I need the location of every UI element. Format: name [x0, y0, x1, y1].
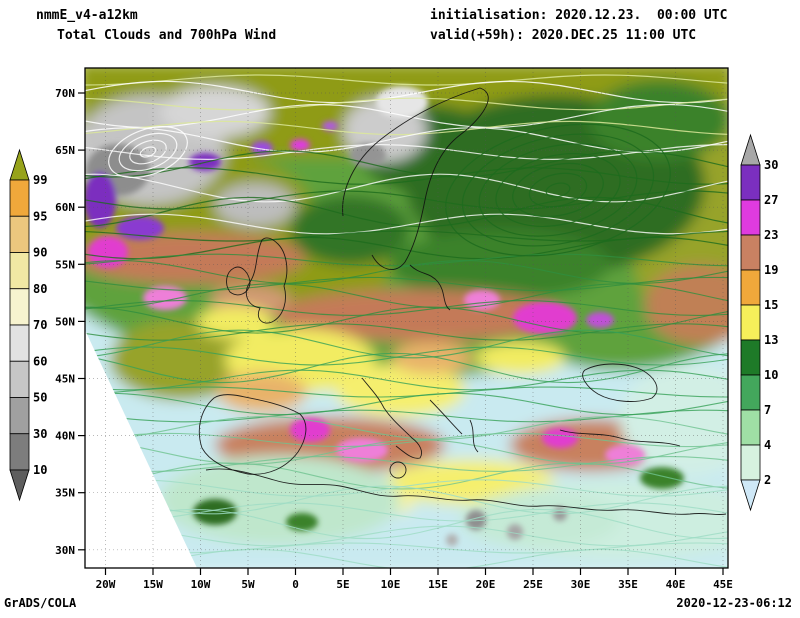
creation-timestamp: 2020-12-23-06:12 [676, 596, 792, 610]
colorbar-label: 13 [764, 333, 778, 347]
colorbar-clouds: 99 95 90 80 70 60 50 30 10 [9, 148, 47, 502]
colorbar-label: 99 [33, 173, 47, 187]
colorbar-label: 19 [764, 263, 778, 277]
colorbar-segment [740, 409, 761, 446]
colorbar-label: 10 [33, 463, 47, 477]
axis-ticks [78, 92, 724, 575]
colorbar-segment [9, 324, 30, 362]
colorbar-label: 90 [33, 246, 47, 260]
colorbar-label: 60 [33, 354, 47, 368]
colorbar-label: 2 [764, 473, 771, 487]
x-tick-label: 45E [713, 578, 733, 591]
colorbar-label: 27 [764, 193, 778, 207]
colorbar-segment [9, 397, 30, 435]
colorbar-label: 15 [764, 298, 778, 312]
colorbar-segment [740, 164, 761, 201]
colorbar-segment [740, 234, 761, 271]
x-tick-label: 20E [476, 578, 496, 591]
colorbar-segment [9, 215, 30, 253]
colorbar-segment [740, 339, 761, 376]
x-tick-label: 15W [143, 578, 163, 591]
y-tick-label: 35N [55, 487, 75, 500]
cloud-shading-detail [85, 86, 684, 546]
y-tick-label: 65N [55, 144, 75, 157]
x-tick-label: 30E [571, 578, 591, 591]
x-tick-label: 0 [292, 578, 299, 591]
colorbar-label: 23 [764, 228, 778, 242]
axis-labels: 20W 15W 10W 5W 0 5E 10E 15E 20E 25E 30E 35E 40E 45E 70… [55, 87, 733, 591]
x-tick-label: 40E [666, 578, 686, 591]
x-tick-label: 25E [523, 578, 543, 591]
x-tick-label: 15E [428, 578, 448, 591]
map-frame [84, 67, 729, 569]
y-tick-label: 60N [55, 201, 75, 214]
colorbar-segment [740, 304, 761, 341]
colorbar-label: 70 [33, 318, 47, 332]
x-tick-label: 5W [241, 578, 255, 591]
lat-lon-grid [85, 68, 728, 568]
colorbar-label: 7 [764, 403, 771, 417]
x-tick-label: 5E [336, 578, 349, 591]
colorbar-segment [740, 269, 761, 306]
x-tick-label: 10E [381, 578, 401, 591]
colorbar-arrow [9, 148, 30, 181]
wind-streamlines [85, 74, 728, 568]
model-name: nmmE_v4-a12km [36, 8, 138, 23]
colorbar-label: 50 [33, 391, 47, 405]
colorbar-segment [740, 199, 761, 236]
x-tick-label: 20W [96, 578, 116, 591]
y-tick-label: 40N [55, 430, 75, 443]
y-tick-label: 30N [55, 544, 75, 557]
colorbar-label: 30 [764, 158, 778, 172]
colorbar-segment [740, 444, 761, 481]
colorbar-arrow [740, 133, 761, 166]
x-tick-label: 35E [618, 578, 638, 591]
colorbar-label: 4 [764, 438, 771, 452]
y-tick-label: 70N [55, 87, 75, 100]
colorbar-arrow [740, 479, 761, 512]
colorbar-arrow [9, 469, 30, 502]
colorbar-label: 95 [33, 209, 47, 223]
colorbar-wind: 30 27 23 19 15 13 10 7 4 2 [740, 133, 778, 512]
colorbar-segment [9, 288, 30, 326]
valid-time: valid(+59h): 2020.DEC.25 11:00 UTC [430, 28, 697, 43]
y-tick-label: 55N [55, 258, 75, 271]
y-tick-label: 45N [55, 373, 75, 386]
colorbar-label: 80 [33, 282, 47, 296]
x-tick-label: 10W [191, 578, 211, 591]
colorbar-label: 10 [764, 368, 778, 382]
init-time: initialisation: 2020.12.23. 00:00 UTC [430, 8, 728, 23]
colorbar-segment [9, 252, 30, 290]
grads-credit: GrADS/COLA [4, 596, 77, 610]
colorbar-segment [9, 179, 30, 217]
cloud-field [85, 68, 728, 568]
colorbar-segment [9, 433, 30, 471]
product-title: Total Clouds and 700hPa Wind [57, 28, 277, 43]
y-tick-label: 50N [55, 315, 75, 328]
colorbar-segment [740, 374, 761, 411]
colorbar-segment [9, 360, 30, 398]
colorbar-label: 30 [33, 427, 47, 441]
coastlines [198, 87, 727, 516]
